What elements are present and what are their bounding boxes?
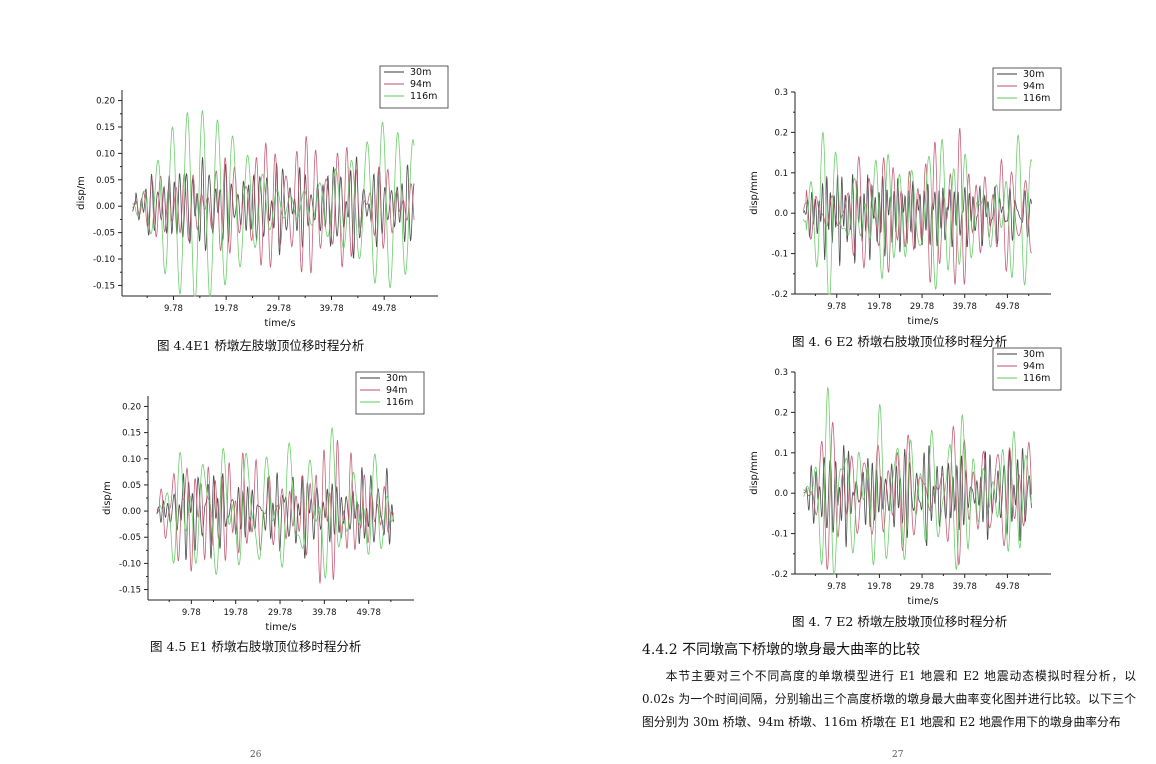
page-number-left: 26 xyxy=(250,750,262,760)
y-tick-label: 0.2 xyxy=(774,408,788,418)
section-title: 4.4.2 不同墩高下桥墩的墩身最大曲率的比较 xyxy=(642,642,921,658)
legend-box xyxy=(355,371,425,415)
y-tick-label: 0.20 xyxy=(122,402,141,412)
legend-box xyxy=(992,67,1062,111)
legend-label-94m: 94m xyxy=(410,79,431,90)
x-tick-label: 9.78 xyxy=(182,608,201,618)
legend-label-116m: 116m xyxy=(410,91,437,102)
series-line-94m xyxy=(132,136,415,274)
y-tick-label: -0.05 xyxy=(93,229,115,239)
series-line-30m xyxy=(803,173,1032,266)
y-tick-label: 0.20 xyxy=(96,97,115,107)
y-tick-label: 0.00 xyxy=(122,507,141,517)
y-axis-label: disp/mm xyxy=(749,171,760,215)
y-tick-label: 0.15 xyxy=(122,429,141,439)
x-tick-label: 49.78 xyxy=(995,582,1019,592)
page-right: -0.2 -0.1 0.0 0.1 0.2 0.3 9.78 19.78 29.78 39.78 4… xyxy=(578,0,1156,764)
legend-label-30m: 30m xyxy=(410,67,431,78)
x-tick-label: 49.78 xyxy=(372,304,396,314)
y-tick-label: 0.05 xyxy=(96,176,115,186)
series-line-116m xyxy=(132,109,415,297)
legend-label-116m: 116m xyxy=(386,397,413,408)
y-tick-label: 0.2 xyxy=(774,128,788,138)
x-tick-label: 19.78 xyxy=(224,608,248,618)
x-tick-label: 29.78 xyxy=(910,302,934,312)
legend-label-94m: 94m xyxy=(1023,361,1044,372)
x-tick-label: 49.78 xyxy=(995,302,1019,312)
y-tick-label: 0.1 xyxy=(774,169,788,179)
series-line-30m xyxy=(132,156,415,259)
x-tick-label: 29.78 xyxy=(267,304,291,314)
x-tick-label: 29.78 xyxy=(268,608,292,618)
x-tick-label: 39.78 xyxy=(319,304,343,314)
series-line-116m xyxy=(803,131,1032,295)
series-line-94m xyxy=(156,439,395,584)
x-axis-label: time/s xyxy=(265,622,296,633)
y-tick-label: -0.1 xyxy=(771,250,788,260)
legend-label-94m: 94m xyxy=(386,385,407,396)
y-tick-label: 0.15 xyxy=(96,123,115,133)
figure-caption-4-4: 图 4.4E1 桥墩左肢墩顶位移时程分析 xyxy=(157,338,365,353)
series-line-94m xyxy=(803,127,1032,286)
series-line-116m xyxy=(803,386,1032,575)
y-tick-label: 0.05 xyxy=(122,481,141,491)
y-tick-label: -0.15 xyxy=(119,586,141,596)
x-tick-label: 39.78 xyxy=(312,608,336,618)
x-axis-label: time/s xyxy=(264,318,295,329)
x-tick-label: 39.78 xyxy=(953,582,977,592)
y-tick-label: 0.00 xyxy=(96,202,115,212)
y-tick-label: 0.10 xyxy=(96,149,115,159)
legend-label-94m: 94m xyxy=(1023,81,1044,92)
y-tick-label: 0.3 xyxy=(774,88,788,98)
x-tick-label: 19.78 xyxy=(867,302,891,312)
x-tick-label: 29.78 xyxy=(910,582,934,592)
y-tick-label: -0.15 xyxy=(93,281,115,291)
legend-box xyxy=(992,347,1062,391)
y-tick-label: 0.10 xyxy=(122,455,141,465)
figure-caption-4-6: 图 4. 6 E2 桥墩右肢墩顶位移时程分析 xyxy=(792,334,1008,349)
page-number-right: 27 xyxy=(892,750,904,760)
series-line-94m xyxy=(803,421,1032,571)
y-tick-label: -0.10 xyxy=(93,255,115,265)
x-axis-label: time/s xyxy=(907,596,938,607)
legend-label-116m: 116m xyxy=(1023,93,1050,104)
x-tick-label: 39.78 xyxy=(953,302,977,312)
y-tick-label: -0.2 xyxy=(771,290,788,300)
y-axis-label: disp/m xyxy=(102,481,113,515)
legend-label-30m: 30m xyxy=(386,373,407,384)
series-line-116m xyxy=(156,426,395,580)
y-axis-label: disp/mm xyxy=(749,451,760,495)
figure-caption-4-7: 图 4. 7 E2 桥墩左肢墩顶位移时程分析 xyxy=(792,614,1008,629)
y-tick-label: -0.2 xyxy=(771,570,788,580)
y-tick-label: -0.05 xyxy=(119,533,141,543)
chart-fig-4-5: -0.15 -0.10 -0.05 0.00 0.05 0.10 0.15 0.20 9.78 1… xyxy=(86,370,436,638)
x-tick-label: 9.78 xyxy=(827,302,846,312)
y-axis-label: disp/m xyxy=(76,176,87,210)
section-paragraph: 本节主要对三个不同高度的单墩模型进行 E1 地震和 E2 地震动态模拟时程分析，… xyxy=(642,669,1136,729)
chart-fig-4-6: -0.2 -0.1 0.0 0.1 0.2 0.3 9.78 19.78 29.78 39.78 4… xyxy=(733,66,1073,332)
y-tick-label: -0.1 xyxy=(771,530,788,540)
x-tick-label: 9.78 xyxy=(164,304,183,314)
x-axis-label: time/s xyxy=(907,316,938,327)
page-left: -0.15 -0.10 -0.05 0.00 0.05 0.10 0.15 0.20 9.78 1… xyxy=(60,64,460,760)
y-tick-label: 0.0 xyxy=(774,209,788,219)
legend-label-30m: 30m xyxy=(1023,69,1044,80)
figure-caption-4-5: 图 4.5 E1 桥墩右肢墩顶位移时程分析 xyxy=(150,639,362,654)
x-tick-label: 9.78 xyxy=(827,582,846,592)
legend-box xyxy=(379,65,449,109)
chart-fig-4-4: -0.15 -0.10 -0.05 0.00 0.05 0.10 0.15 0.20 9.78 1… xyxy=(60,64,460,334)
x-tick-label: 19.78 xyxy=(867,582,891,592)
legend-label-116m: 116m xyxy=(1023,373,1050,384)
legend-label-30m: 30m xyxy=(1023,349,1044,360)
x-tick-label: 49.78 xyxy=(357,608,381,618)
chart-fig-4-7: -0.2 -0.1 0.0 0.1 0.2 0.3 9.78 19.78 29.78 39.78 4… xyxy=(733,346,1073,612)
y-tick-label: 0.1 xyxy=(774,449,788,459)
y-tick-label: -0.10 xyxy=(119,559,141,569)
x-tick-label: 19.78 xyxy=(214,304,238,314)
y-tick-label: 0.0 xyxy=(774,489,788,499)
y-tick-label: 0.3 xyxy=(774,368,788,378)
